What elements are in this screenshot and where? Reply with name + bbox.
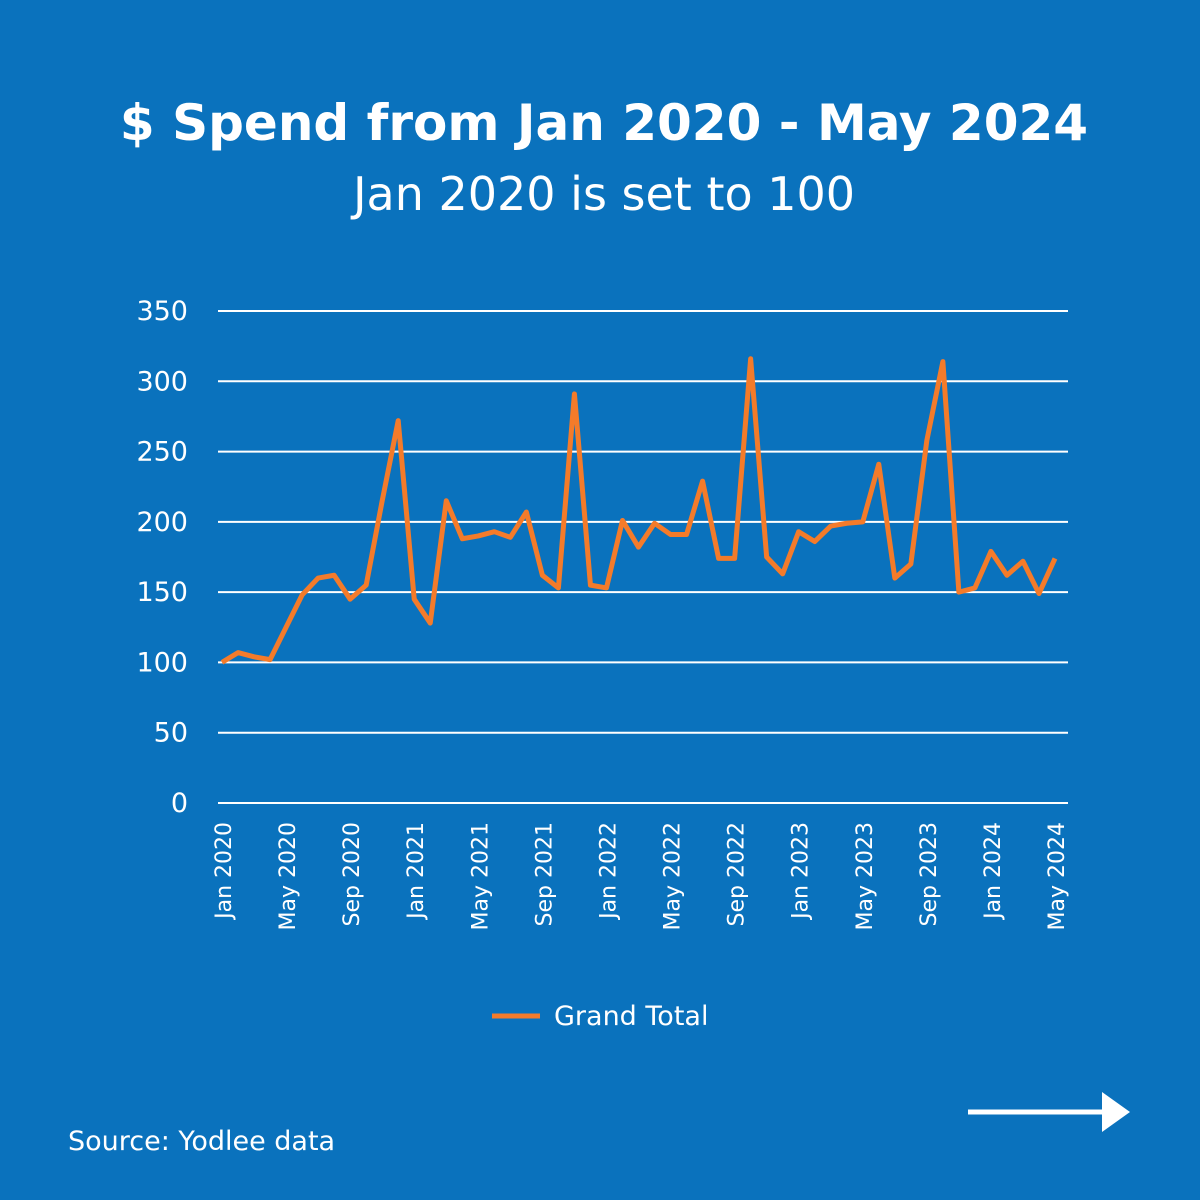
x-tick-label: Jan 2020 xyxy=(212,822,237,921)
x-tick-label: Sep 2021 xyxy=(532,822,557,926)
y-tick-label: 250 xyxy=(136,437,188,468)
chart-subtitle: Jan 2020 is set to 100 xyxy=(350,167,855,221)
x-tick-label: Sep 2023 xyxy=(917,822,942,926)
x-tick-label: Jan 2024 xyxy=(981,822,1006,921)
x-tick-label: Jan 2022 xyxy=(596,822,621,921)
y-tick-label: 350 xyxy=(136,296,188,327)
y-tick-label: 200 xyxy=(136,507,188,538)
line xyxy=(220,356,1058,665)
x-tick-label: May 2021 xyxy=(468,822,493,930)
legend-label: Grand Total xyxy=(554,1001,708,1032)
x-tick-label: May 2024 xyxy=(1045,822,1070,930)
x-tick-label: May 2020 xyxy=(276,822,301,930)
chart-title: $ Spend from Jan 2020 - May 2024 xyxy=(120,94,1088,152)
next-arrow[interactable] xyxy=(968,1092,1130,1132)
x-tick-label: Jan 2021 xyxy=(404,822,429,921)
x-tick-label: May 2022 xyxy=(661,822,686,930)
y-tick-label: 0 xyxy=(171,788,188,819)
x-tick-label: May 2023 xyxy=(853,822,878,930)
y-tick-label: 50 xyxy=(154,718,188,749)
x-tick-label: Sep 2020 xyxy=(340,822,365,926)
x-tick-label: Jan 2023 xyxy=(789,822,814,921)
y-tick-label: 300 xyxy=(136,366,188,397)
y-tick-label: 150 xyxy=(136,577,188,608)
y-tick-label: 100 xyxy=(136,647,188,678)
source: Source: Yodlee data xyxy=(68,1126,335,1157)
x-tick-label: Sep 2022 xyxy=(725,822,750,926)
